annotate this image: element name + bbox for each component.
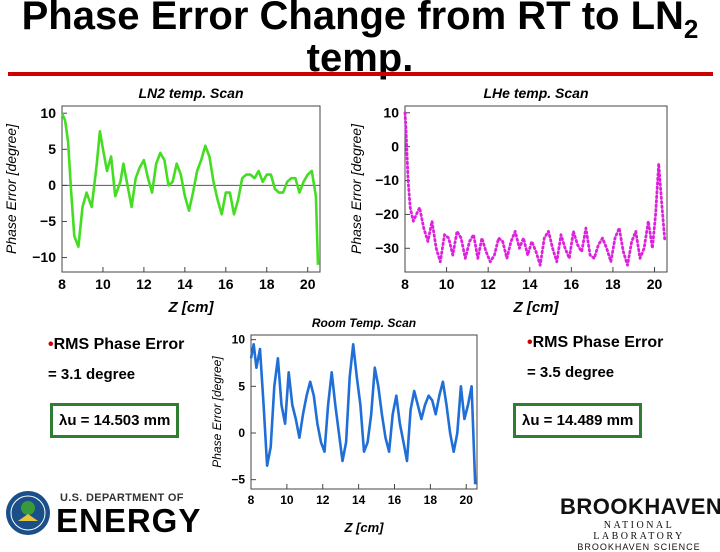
x-tick-label: 18 bbox=[259, 276, 275, 292]
x-tick-label: 16 bbox=[388, 493, 402, 507]
y-tick-label: 0 bbox=[48, 177, 56, 193]
x-tick-label: 8 bbox=[58, 276, 66, 292]
y-tick-label: −10 bbox=[32, 249, 56, 265]
x-tick-label: 20 bbox=[647, 276, 663, 292]
y-axis-label: Phase Error [degree] bbox=[348, 123, 364, 254]
doe-energy-text: ENERGY bbox=[56, 502, 202, 539]
y-tick-label: 5 bbox=[48, 141, 56, 157]
y-tick-label: 10 bbox=[40, 105, 56, 121]
y-tick-label: −20 bbox=[375, 206, 399, 222]
doe-logo: U.S. DEPARTMENT OF ENERGY bbox=[4, 488, 200, 539]
x-tick-label: 10 bbox=[280, 493, 294, 507]
plot-frame bbox=[404, 105, 668, 273]
bnl-lab: NATIONAL LABORATORY bbox=[593, 520, 685, 542]
y-tick-label: −30 bbox=[375, 240, 399, 256]
doe-seal-icon bbox=[6, 491, 50, 535]
y-tick-label: 10 bbox=[383, 104, 399, 120]
doe-dept-text: U.S. DEPARTMENT OF bbox=[60, 492, 184, 504]
chart-title: LHe temp. Scan bbox=[483, 85, 588, 101]
lhe-scan-chart: 8 10 12 14 16 18 20 −30 −20 −10 0 10 LHe temp. Scan Z… bbox=[345, 80, 675, 320]
y-tick-label: −5 bbox=[231, 473, 245, 487]
x-tick-label: 12 bbox=[316, 493, 330, 507]
chart-title: Room Temp. Scan bbox=[312, 316, 416, 330]
x-tick-label: 10 bbox=[439, 276, 455, 292]
left-undulator-period-box: λu = 14.503 mm bbox=[50, 403, 180, 438]
right-rms-value: = 3.5 degree bbox=[527, 364, 615, 381]
title-underline bbox=[8, 72, 713, 76]
x-tick-label: 14 bbox=[352, 493, 366, 507]
right-undulator-period-box: λu = 14.489 mm bbox=[513, 403, 643, 438]
x-axis-label: Z [cm] bbox=[513, 299, 560, 316]
bnl-science: BROOKHAVEN SCIENCE bbox=[577, 542, 701, 552]
bnl-name: BROOKHAVEN bbox=[560, 494, 720, 519]
y-axis-label: Phase Error [degree] bbox=[3, 123, 19, 254]
x-tick-label: 20 bbox=[460, 493, 474, 507]
x-tick-label: 18 bbox=[605, 276, 621, 292]
x-tick-label: 16 bbox=[218, 276, 234, 292]
y-axis-label: Phase Error [degree] bbox=[210, 356, 224, 468]
x-tick-label: 14 bbox=[522, 276, 538, 292]
y-tick-label: −5 bbox=[40, 213, 56, 229]
y-tick-label: 5 bbox=[238, 379, 245, 393]
y-tick-label: −10 bbox=[375, 172, 399, 188]
room-temp-scan-chart: 8 10 12 14 16 18 20 −5 0 5 10 Room Temp. Scan Z [cm]… bbox=[205, 313, 495, 540]
slide-title-line2: temp. bbox=[306, 36, 414, 80]
x-tick-label: 12 bbox=[136, 276, 152, 292]
slide-title-line1: Phase Error Change from RT to LN2 bbox=[21, 0, 699, 44]
x-tick-label: 20 bbox=[300, 276, 316, 292]
plot-frame bbox=[250, 334, 478, 490]
y-tick-label: 0 bbox=[238, 426, 245, 440]
series-line bbox=[249, 342, 477, 485]
x-tick-label: 16 bbox=[564, 276, 580, 292]
x-tick-label: 10 bbox=[95, 276, 111, 292]
x-tick-label: 18 bbox=[424, 493, 438, 507]
left-rms-label: •RMS Phase Error bbox=[48, 336, 185, 353]
plot-frame bbox=[61, 105, 321, 273]
x-tick-label: 8 bbox=[401, 276, 409, 292]
series-line bbox=[403, 111, 667, 267]
series-line bbox=[60, 112, 320, 265]
y-tick-label: 10 bbox=[232, 333, 246, 347]
x-tick-label: 14 bbox=[177, 276, 193, 292]
x-axis-label: Z [cm] bbox=[168, 299, 215, 316]
left-rms-value: = 3.1 degree bbox=[48, 366, 136, 383]
bnl-logo: BROOKHAVEN NATIONAL LABORATORY BROOKHAVE… bbox=[560, 494, 720, 552]
x-axis-label: Z [cm] bbox=[344, 520, 385, 535]
ln2-scan-chart: 8 10 12 14 16 18 20 −10 −5 0 5 10 LN2 temp. Scan Z [c… bbox=[0, 80, 340, 320]
x-tick-label: 8 bbox=[248, 493, 255, 507]
x-tick-label: 12 bbox=[480, 276, 496, 292]
chart-title: LN2 temp. Scan bbox=[138, 85, 243, 101]
y-tick-label: 0 bbox=[391, 138, 399, 154]
right-rms-label: •RMS Phase Error bbox=[527, 334, 664, 351]
